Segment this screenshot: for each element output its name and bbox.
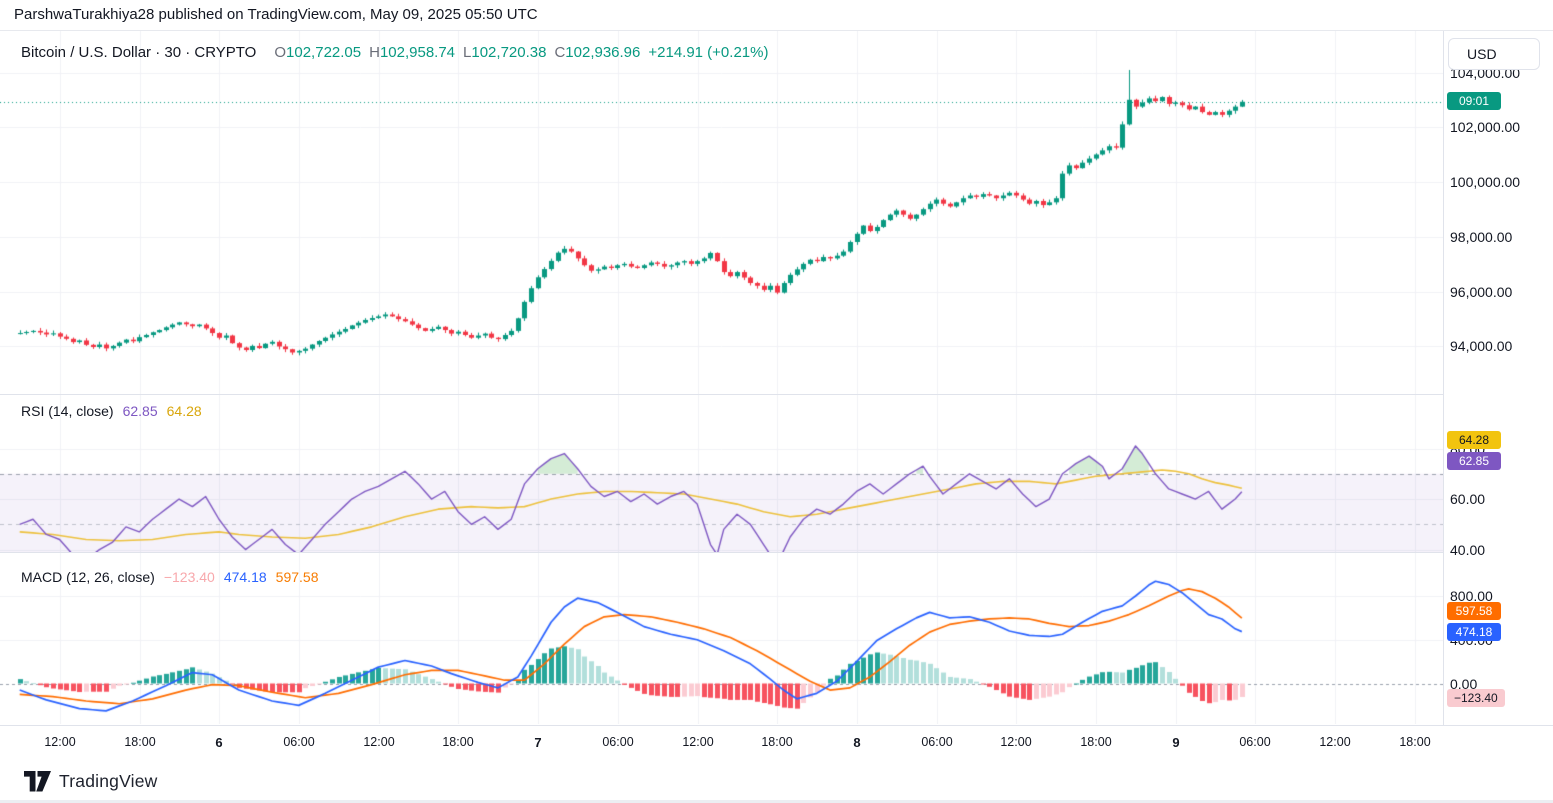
indicator-value: 64.28 xyxy=(166,403,202,419)
macd-legend: MACD (12, 26, close) −123.40 474.18 597.58 xyxy=(21,569,318,585)
macd-legend-values: −123.40 474.18 597.58 xyxy=(155,569,319,585)
tradingview-logo-icon xyxy=(24,771,51,792)
time-axis-label: 06:00 xyxy=(602,735,634,749)
rsi-axis-label: 40.00 xyxy=(1450,541,1486,558)
ohlc-value: 102,720.38 xyxy=(471,44,547,61)
rsi-axis-badge: 62.85 xyxy=(1447,452,1501,470)
bottom-strip xyxy=(0,800,1553,803)
currency-selector[interactable]: USD xyxy=(1448,38,1540,70)
time-axis-label: 18:00 xyxy=(761,735,793,749)
price-axis-label: 102,000.00 xyxy=(1450,119,1521,136)
indicator-value: −123.40 xyxy=(163,569,215,585)
ohlc-key: H xyxy=(369,44,380,61)
price-axis-badge: 09:01 xyxy=(1447,92,1501,110)
ohlc-value: 102,936.96 xyxy=(565,44,641,61)
time-axis-label: 9 xyxy=(1172,735,1180,750)
time-axis-label: 18:00 xyxy=(1399,735,1431,749)
tradingview-logo-text: TradingView xyxy=(59,771,158,791)
macd-axis-label: 0.00 xyxy=(1450,675,1478,692)
pane-separator[interactable] xyxy=(0,552,1553,553)
macd-axis-badge: −123.40 xyxy=(1447,689,1505,707)
symbol-title[interactable]: Bitcoin / U.S. Dollar · 30 · CRYPTO xyxy=(21,44,257,61)
time-axis[interactable]: 12:00 18:00 6 06:00 12:00 18:00 7 06:00 12:00 18:… xyxy=(0,725,1553,762)
time-axis-label: 06:00 xyxy=(1239,735,1271,749)
indicator-value: 597.58 xyxy=(275,569,319,585)
rsi-legend: RSI (14, close) 62.85 64.28 xyxy=(21,403,202,419)
time-axis-label: 18:00 xyxy=(442,735,474,749)
rsi-axis-label: 60.00 xyxy=(1450,491,1486,508)
indicator-value: 62.85 xyxy=(122,403,158,419)
right-axis[interactable]: 104,000.00 102,000.00 100,000.00 98,000.00 9… xyxy=(1443,31,1553,762)
time-axis-label: 18:00 xyxy=(124,735,156,749)
attribution: ParshwaTurakhiya28 published on TradingV… xyxy=(14,6,538,23)
time-axis-label: 7 xyxy=(534,735,542,750)
ohlc-key: C xyxy=(554,44,566,61)
indicator-value: 474.18 xyxy=(223,569,267,585)
macd-legend-title[interactable]: MACD (12, 26, close) xyxy=(21,569,155,585)
macd-axis-label: 800.00 xyxy=(1450,588,1493,604)
rsi-axis-badge: 64.28 xyxy=(1447,431,1501,449)
price-axis-label: 96,000.00 xyxy=(1450,283,1513,300)
symbol-legend: Bitcoin / U.S. Dollar · 30 · CRYPTO O102,… xyxy=(21,44,768,61)
time-axis-label: 8 xyxy=(853,735,861,750)
chart-widget: Bitcoin / U.S. Dollar · 30 · CRYPTO O102,… xyxy=(0,30,1553,803)
time-axis-label: 6 xyxy=(215,735,223,750)
time-axis-label: 06:00 xyxy=(921,735,953,749)
ohlc-value: 102,722.05 xyxy=(286,44,362,61)
macd-axis-badge: 597.58 xyxy=(1447,602,1501,620)
macd-axis-badge: 474.18 xyxy=(1447,623,1501,641)
rsi-legend-values: 62.85 64.28 xyxy=(114,403,202,419)
time-axis-label: 18:00 xyxy=(1080,735,1112,749)
ohlc-value: 102,958.74 xyxy=(379,44,456,61)
price-axis-label: 98,000.00 xyxy=(1450,228,1513,245)
time-axis-label: 12:00 xyxy=(1000,735,1032,749)
time-axis-label: 06:00 xyxy=(283,735,315,749)
price-pane-canvas[interactable] xyxy=(0,31,1443,394)
tradingview-logo[interactable]: TradingView xyxy=(24,771,158,792)
change-value: +214.91 (+0.21%) xyxy=(648,44,769,61)
price-axis-label: 94,000.00 xyxy=(1450,338,1513,355)
ohlc-values: O102,722.05 H102,958.74 L102,720.38 C102,93… xyxy=(266,44,640,61)
time-axis-label: 12:00 xyxy=(1319,735,1351,749)
rsi-legend-title[interactable]: RSI (14, close) xyxy=(21,403,114,419)
ohlc-key: L xyxy=(463,44,472,61)
ohlc-key: O xyxy=(274,44,287,61)
pane-separator[interactable] xyxy=(0,394,1553,395)
time-axis-label: 12:00 xyxy=(363,735,395,749)
rsi-pane-canvas[interactable] xyxy=(0,395,1443,552)
macd-pane-canvas[interactable] xyxy=(0,553,1443,724)
price-axis-label: 100,000.00 xyxy=(1450,174,1521,191)
time-axis-label: 12:00 xyxy=(44,735,76,749)
time-axis-label: 12:00 xyxy=(682,735,714,749)
